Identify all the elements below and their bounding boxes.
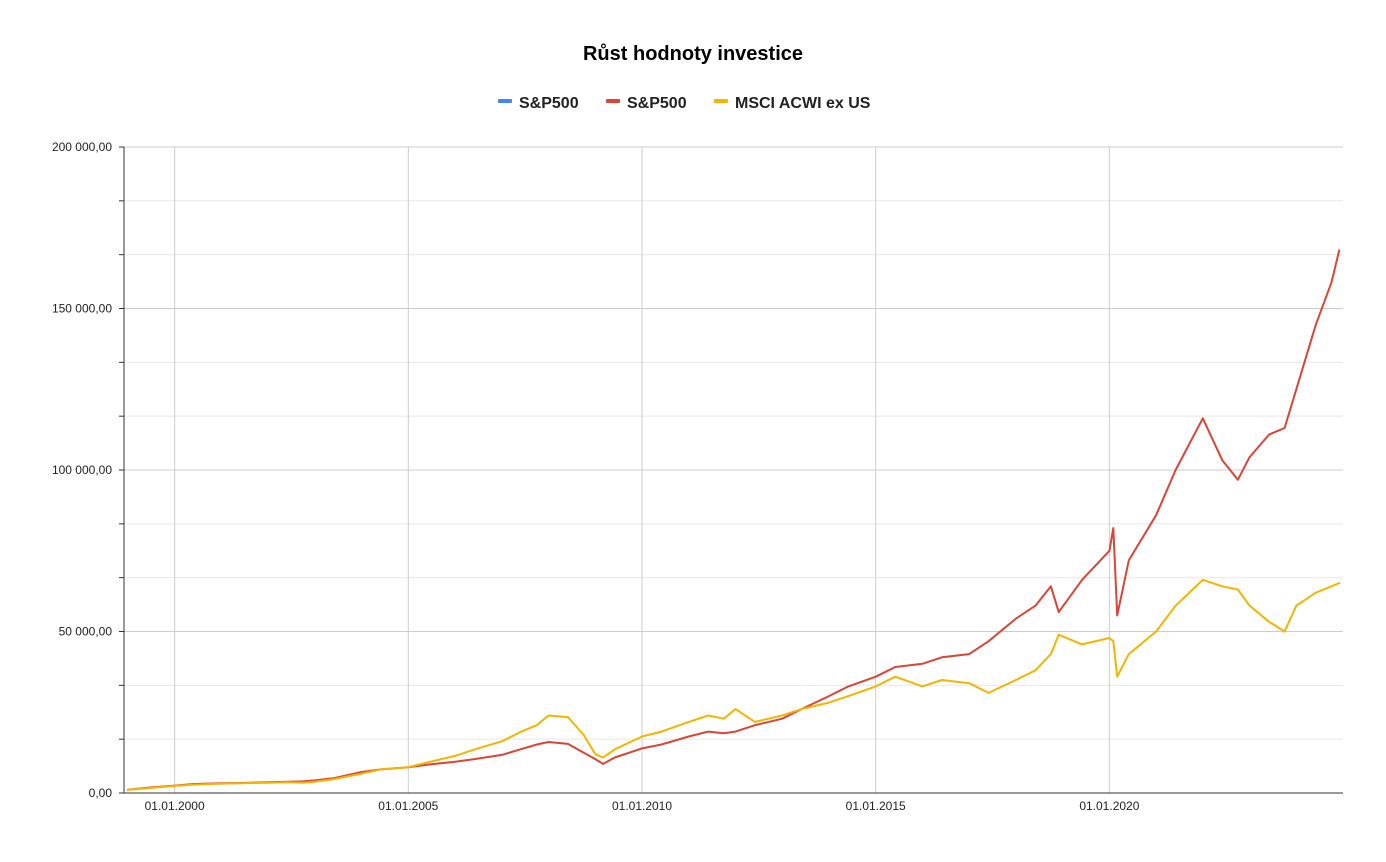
axes — [119, 146, 1343, 794]
x-tick-label: 01.01.2020 — [1079, 799, 1139, 813]
gridlines — [124, 146, 1343, 793]
legend-item[interactable]: MSCI ACWI ex US — [714, 95, 871, 112]
series-layer — [126, 249, 1341, 791]
y-tick-label: 200 000,00 — [52, 140, 112, 154]
legend-swatch — [498, 99, 512, 103]
y-tick-label: 0,00 — [89, 786, 113, 800]
y-tick-label: 150 000,00 — [52, 302, 112, 316]
series-line-2 — [126, 578, 1341, 791]
series-line-1 — [126, 249, 1341, 791]
legend-item[interactable]: S&P500 — [498, 95, 579, 112]
legend-label: MSCI ACWI ex US — [735, 95, 871, 112]
x-tick-label: 01.01.2005 — [378, 799, 438, 813]
x-tick-label: 01.01.2010 — [612, 799, 672, 813]
x-tick-label: 01.01.2000 — [145, 799, 205, 813]
legend-label: S&P500 — [519, 95, 579, 112]
y-tick-label: 100 000,00 — [52, 463, 112, 477]
tick-labels: 0,00 50 000,00 100 000,00 150 000,00 200 000… — [52, 140, 1140, 813]
legend: S&P500 S&P500 MSCI ACWI ex US — [498, 95, 871, 112]
legend-swatch — [714, 99, 728, 103]
legend-item[interactable]: S&P500 — [606, 95, 687, 112]
y-tick-label: 50 000,00 — [59, 625, 113, 639]
chart-title: Růst hodnoty investice — [583, 43, 803, 65]
legend-swatch — [606, 99, 620, 103]
x-tick-label: 01.01.2015 — [846, 799, 906, 813]
legend-label: S&P500 — [627, 95, 687, 112]
